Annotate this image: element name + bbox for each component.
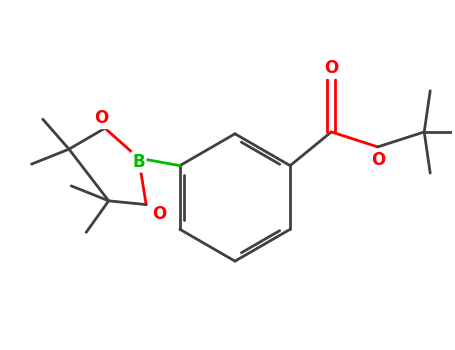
Text: O: O [152,205,167,223]
Text: O: O [94,110,108,127]
Text: O: O [324,59,339,77]
Text: B: B [132,153,145,171]
Text: O: O [371,150,385,169]
